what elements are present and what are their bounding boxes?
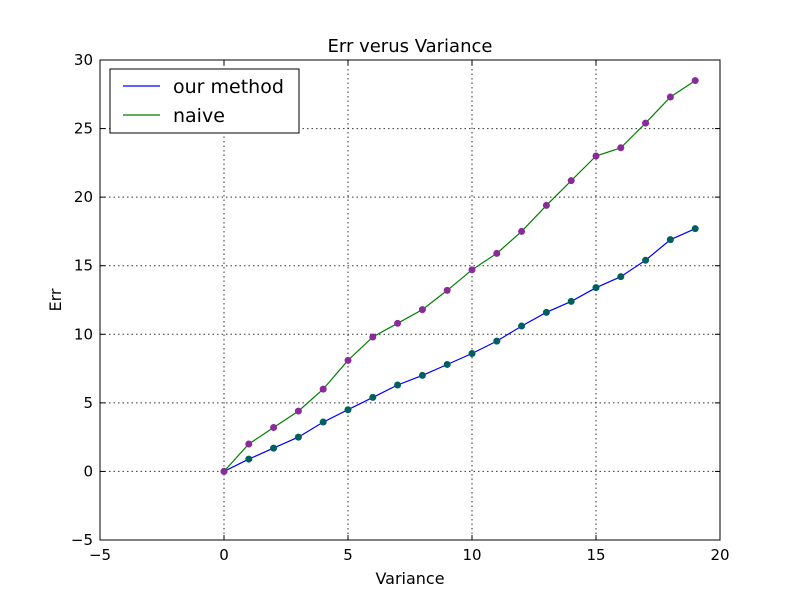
data-point-naive <box>394 319 402 327</box>
data-point-naive <box>617 144 625 152</box>
data-point-naive <box>270 424 278 432</box>
data-point-naive <box>294 407 302 415</box>
y-tick-label: 0 <box>83 462 93 480</box>
y-tick-label: 20 <box>74 188 93 206</box>
grid <box>100 60 720 540</box>
x-tick-label: −5 <box>89 546 111 564</box>
data-point-naive <box>592 152 600 160</box>
data-point-our-method <box>592 284 600 292</box>
x-tick-label: 10 <box>462 546 481 564</box>
data-point-our-method <box>493 337 501 345</box>
x-tick-label: 15 <box>586 546 605 564</box>
data-point-naive <box>666 93 674 101</box>
x-axis-label: Variance <box>375 569 444 588</box>
data-point-naive <box>567 177 575 185</box>
data-point-our-method <box>542 308 550 316</box>
data-point-our-method <box>369 393 377 401</box>
data-point-our-method <box>294 433 302 441</box>
ticks: −5 0 5 10 15 20 −5 0 5 10 15 20 25 30 <box>71 51 730 564</box>
data-point-naive <box>245 440 253 448</box>
data-point-naive <box>542 201 550 209</box>
data-point-naive <box>319 385 327 393</box>
data-point-our-method <box>691 225 699 233</box>
data-point-naive <box>443 286 451 294</box>
legend-label-naive: naive <box>173 105 225 127</box>
data-point-naive <box>493 249 501 257</box>
data-point-naive <box>369 333 377 341</box>
series-line-naive <box>223 80 696 472</box>
y-tick-label: 10 <box>74 325 93 343</box>
data-point-our-method <box>394 381 402 389</box>
data-point-naive <box>691 77 699 85</box>
data-point-naive <box>468 266 476 274</box>
data-point-our-method <box>666 236 674 244</box>
y-axis-label: Err <box>46 288 65 311</box>
chart-title: Err verus Variance <box>328 36 493 57</box>
data-point-naive <box>642 119 650 127</box>
x-tick-label: 0 <box>219 546 229 564</box>
data-point-our-method <box>245 455 253 463</box>
plot-frame <box>99 59 721 541</box>
data-point-our-method <box>319 418 327 426</box>
data-point-naive <box>518 227 526 235</box>
y-tick-label: 25 <box>74 120 93 138</box>
y-tick-label: 30 <box>74 51 93 69</box>
x-tick-label: 5 <box>343 546 353 564</box>
series-layer <box>220 77 699 475</box>
data-point-naive <box>344 356 352 364</box>
data-point-our-method <box>418 371 426 379</box>
y-tick-label: 15 <box>74 257 93 275</box>
data-point-our-method <box>468 349 476 357</box>
series-line-our-method <box>223 228 696 472</box>
data-point-naive <box>418 306 426 314</box>
data-point-our-method <box>344 406 352 414</box>
data-point-our-method <box>443 360 451 368</box>
data-point-our-method <box>270 444 278 452</box>
data-point-our-method <box>642 256 650 264</box>
data-point-our-method <box>617 273 625 281</box>
legend: our method naive <box>109 68 300 134</box>
y-tick-label: −5 <box>71 531 93 549</box>
data-point-naive <box>220 467 228 475</box>
data-point-our-method <box>567 297 575 305</box>
y-tick-label: 5 <box>83 394 93 412</box>
x-tick-label: 20 <box>710 546 729 564</box>
legend-box <box>109 68 300 134</box>
data-point-our-method <box>518 322 526 330</box>
legend-label-our-method: our method <box>173 76 284 98</box>
